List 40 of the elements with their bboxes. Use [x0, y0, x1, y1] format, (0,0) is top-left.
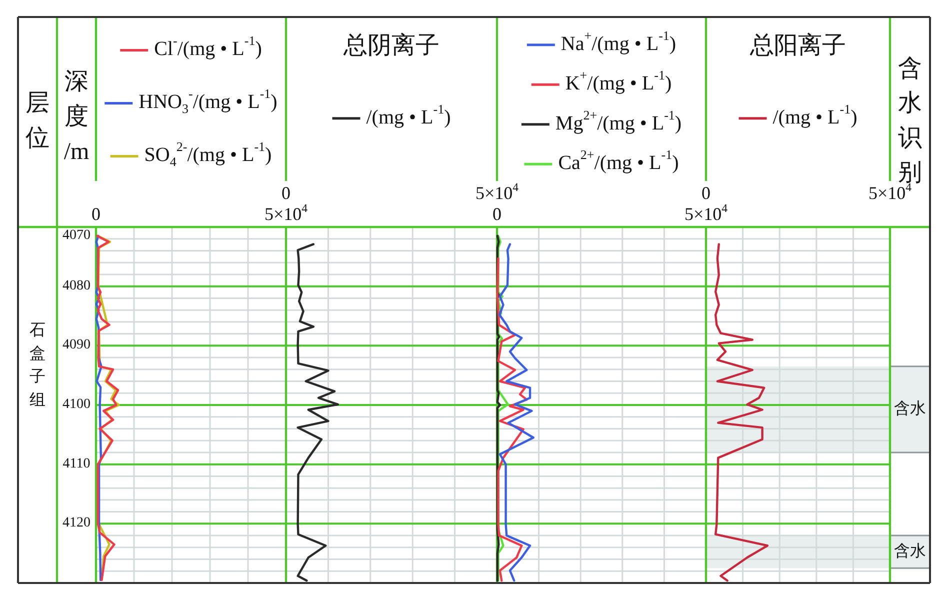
legend-item: SO$_{4}$$^{2-}$/(mg • L$^{-1}$)	[110, 140, 272, 170]
y-axis-title: 深度/m	[64, 68, 90, 164]
y-tick-label: 4120	[62, 516, 90, 531]
legend-label: Cl$^{-}$/(mg • L$^{-1}$)	[154, 34, 262, 60]
y-tick-label: 4070	[62, 228, 90, 244]
legend-item: Ca$^{2+}$/(mg • L$^{-1}$)	[524, 148, 679, 174]
band-label: 含水	[894, 399, 926, 418]
text: 石盒子组	[30, 322, 46, 408]
chart-title: 总阴离子	[342, 32, 440, 59]
legend-item: Mg$^{2+}$/(mg • L$^{-1}$)	[521, 108, 682, 134]
legend-label: HNO$_{3}$$^{-}$/(mg • L$^{-1}$)	[138, 86, 278, 117]
band-label: 含水	[894, 542, 926, 560]
chart-title: 总阳离子	[749, 32, 846, 59]
legend-item: HNO$_{3}$$^{-}$/(mg • L$^{-1}$)	[104, 86, 278, 117]
tick-label: 0	[90, 204, 102, 224]
legend-item: K$^{+}$/(mg • L$^{-1}$)	[531, 68, 672, 94]
legend-label: SO$_{4}$$^{2-}$/(mg • L$^{-1}$)	[144, 140, 272, 170]
tick-label: 0	[700, 183, 712, 204]
tick-label: 0	[492, 204, 502, 224]
y-tick-label: 4080	[62, 278, 90, 294]
legend-label: /(mg • L$^{-1}$)	[772, 102, 858, 128]
legend-item: /(mg • L$^{-1}$)	[332, 102, 451, 128]
tick-label: 5×10$^{4}$	[684, 202, 729, 224]
legend-label: K$^{+}$/(mg • L$^{-1}$)	[565, 68, 672, 94]
y-tick-label: 4110	[62, 456, 90, 472]
legend-label: Ca$^{2+}$/(mg • L$^{-1}$)	[558, 148, 679, 174]
legend-item: /(mg • L$^{-1}$)	[738, 102, 858, 128]
text: 层位	[26, 90, 50, 151]
legend-label: Na$^{+}$/(mg • L$^{-1}$)	[560, 28, 676, 54]
y-tick-label: 4100	[62, 397, 90, 412]
band: 含水	[890, 366, 930, 454]
band: 含水	[890, 534, 930, 569]
legend-item: Cl$^{-}$/(mg • L$^{-1}$)	[120, 34, 262, 60]
legend-label: Mg$^{2+}$/(mg • L$^{-1}$)	[555, 108, 682, 134]
tick-label: 0	[280, 183, 292, 204]
legend-label: /(mg • L$^{-1}$)	[366, 102, 451, 128]
y-tick-label: 4090	[62, 338, 90, 353]
tick-label: 5×10$^{4}$	[474, 181, 520, 204]
tick-label: 5×10$^{4}$	[264, 202, 309, 224]
legend-item: Na$^{+}$/(mg • L$^{-1}$)	[526, 28, 676, 54]
